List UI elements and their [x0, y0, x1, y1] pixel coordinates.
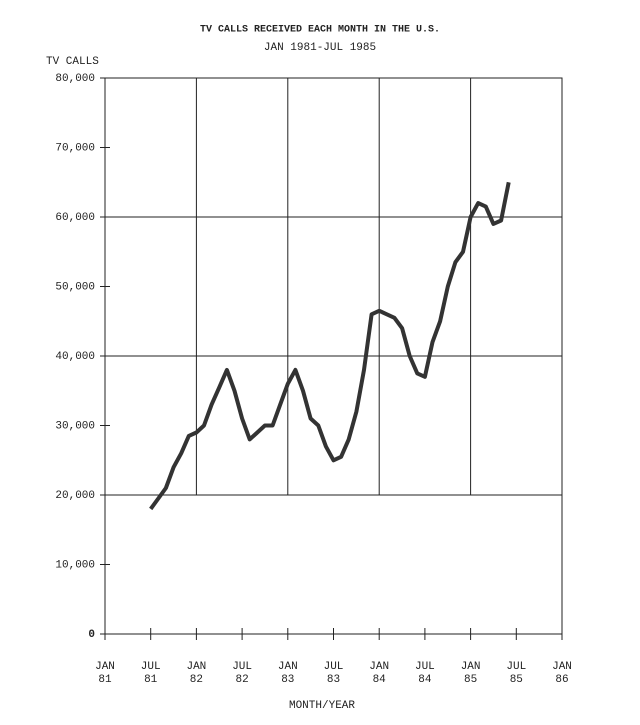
- data-line: [149, 181, 511, 511]
- x-tick-label: JAN 82: [186, 661, 207, 686]
- x-tick-label: JAN 85: [460, 661, 481, 686]
- y-tick-label: 50,000: [55, 281, 95, 293]
- x-axis-label: MONTH/YEAR: [289, 700, 355, 712]
- x-tick-label: JAN 83: [277, 661, 298, 686]
- x-tick-label: JAN 81: [95, 661, 115, 686]
- x-tick-label: JAN 84: [369, 661, 390, 686]
- x-tick-label: JUL 83: [323, 661, 344, 686]
- x-tick-label: JUL 85: [506, 661, 527, 686]
- x-tick-label: JUL 82: [232, 661, 252, 686]
- y-tick-label: 20,000: [55, 490, 95, 502]
- y-axis-label: TV CALLS: [46, 56, 99, 68]
- x-tick-label: JUL 81: [140, 661, 161, 686]
- y-tick-label: 0: [88, 629, 95, 641]
- y-tick-label: 10,000: [55, 559, 95, 571]
- x-tick-label: JUL 84: [414, 661, 435, 686]
- chart-subtitle: JAN 1981-JUL 1985: [264, 42, 376, 54]
- y-tick-label: 60,000: [55, 212, 95, 224]
- y-tick-label: 70,000: [55, 142, 95, 154]
- chart-title: TV CALLS RECEIVED EACH MONTH IN THE U.S.: [200, 25, 440, 36]
- x-tick-label: JAN 86: [552, 661, 572, 686]
- y-tick-label: 80,000: [55, 73, 95, 85]
- y-tick-label: 30,000: [55, 420, 95, 432]
- y-tick-label: 40,000: [55, 351, 95, 363]
